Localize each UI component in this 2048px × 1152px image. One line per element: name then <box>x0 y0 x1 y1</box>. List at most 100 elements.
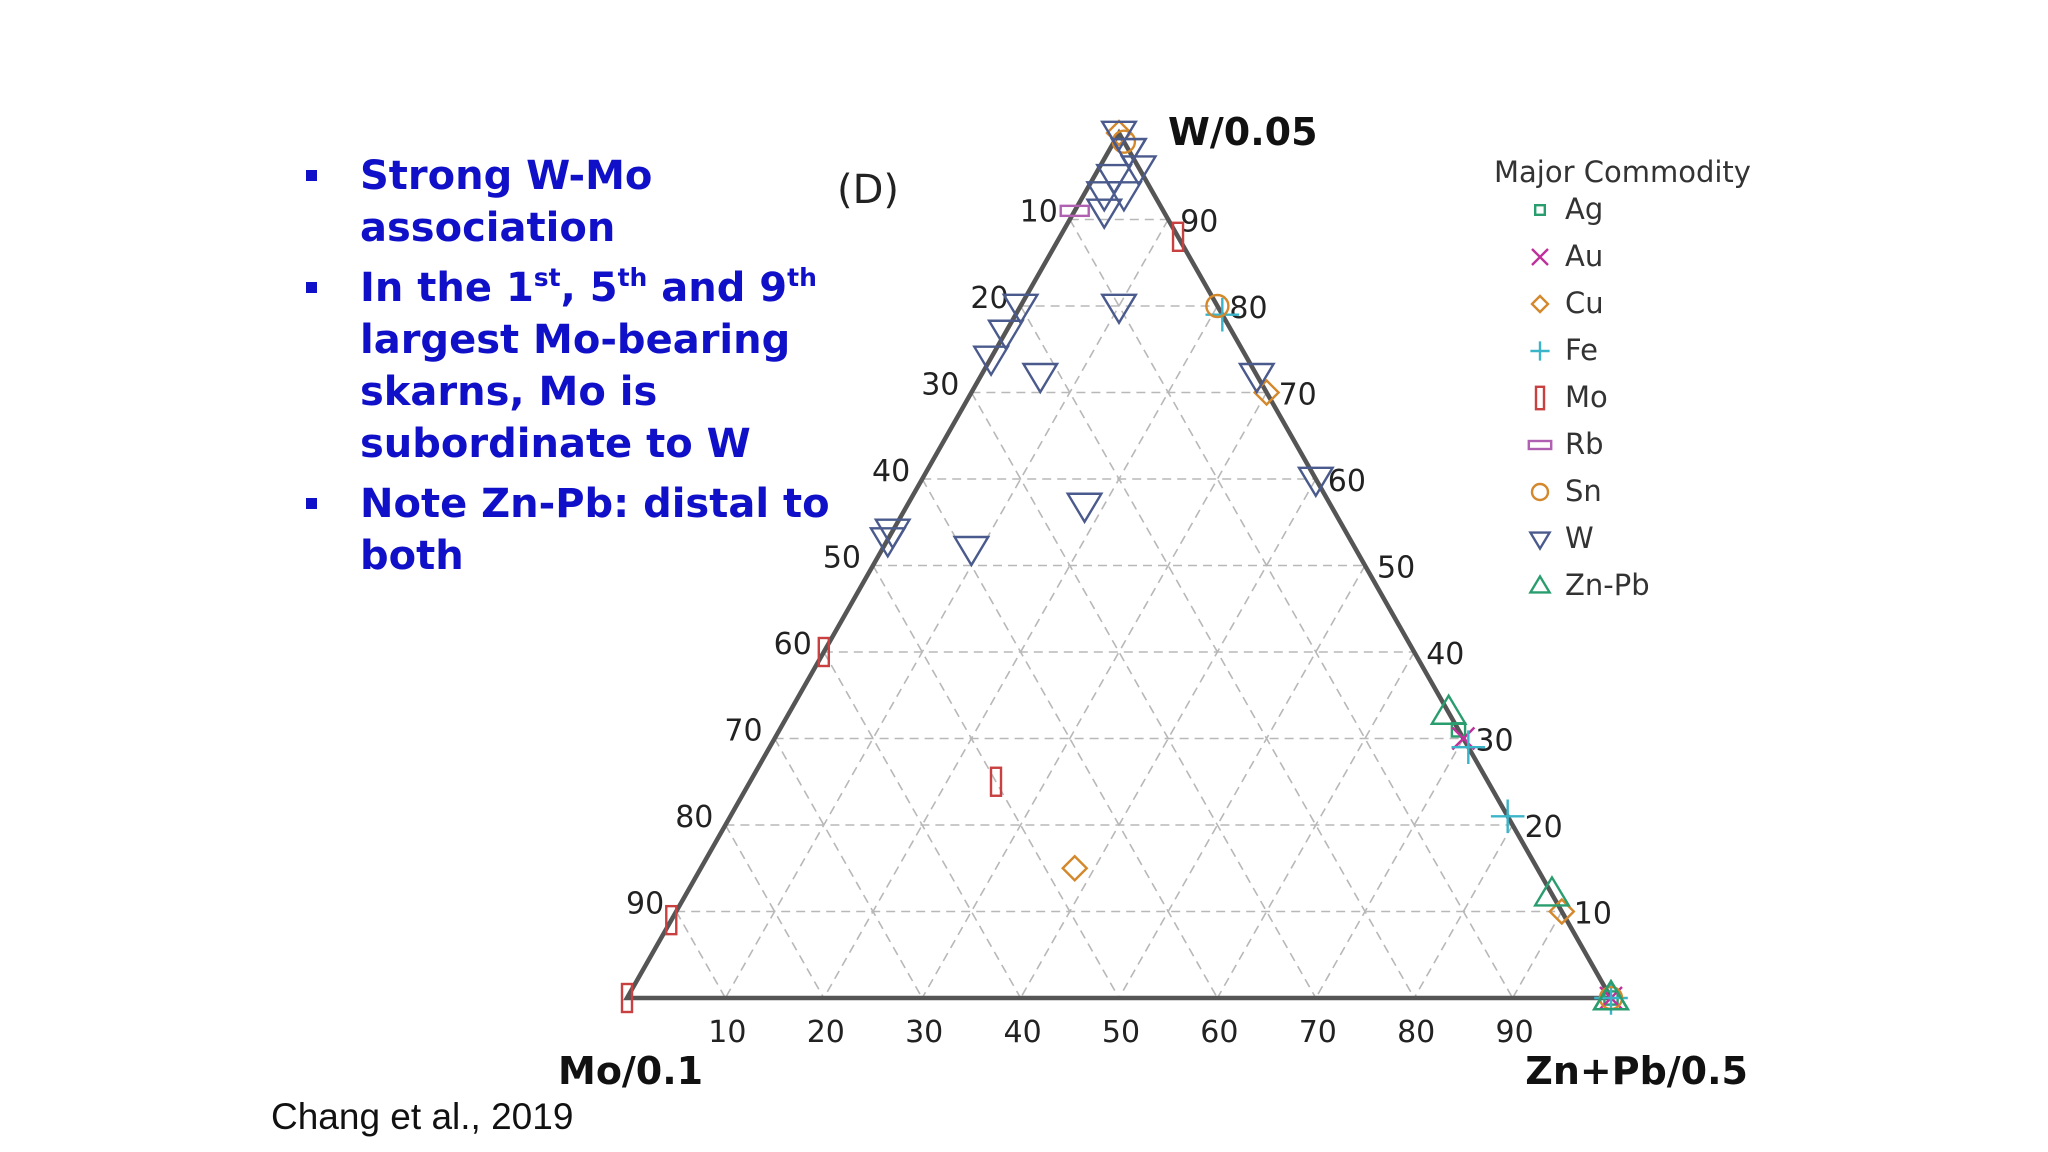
bullet-list: Strong W-Mo association In the 1st, 5th … <box>300 150 860 590</box>
legend-marker <box>1530 294 1550 314</box>
tick-label: 10 <box>1574 897 1612 932</box>
vertex-label-top: W/0.05 <box>1168 110 1318 154</box>
grid-line <box>823 651 1022 999</box>
bullet-item: Strong W-Mo association <box>300 150 860 254</box>
tick-label: 10 <box>708 1015 746 1050</box>
data-point-sn <box>1205 293 1230 319</box>
legend-label: Cu <box>1565 286 1604 320</box>
data-point-cu <box>1548 897 1576 926</box>
data-point-w <box>1296 466 1335 499</box>
data-point-w <box>1119 155 1158 187</box>
legend-marker <box>1527 439 1553 451</box>
grid-line <box>921 392 1268 999</box>
tick-label: 20 <box>1525 810 1563 845</box>
tick-label: 20 <box>807 1015 845 1050</box>
tick-label: 40 <box>1004 1015 1042 1050</box>
bullet-marker <box>306 282 317 293</box>
bullet-text: Strong W-Mo association <box>360 153 653 251</box>
data-point-zn-pb <box>1429 693 1468 725</box>
grid-line <box>724 219 1169 999</box>
tick-label: 80 <box>675 800 713 835</box>
data-point-w <box>1100 293 1138 326</box>
data-point-w <box>1065 492 1104 525</box>
tick-label: 90 <box>626 887 664 922</box>
tick-label: 70 <box>724 714 762 749</box>
data-point-mo <box>620 982 634 1014</box>
bullet-item: Note Zn-Pb: distal to both <box>300 478 860 582</box>
citation: Chang et al., 2019 <box>271 1096 574 1137</box>
data-point-mo <box>989 766 1003 797</box>
tick-label: 60 <box>774 627 812 662</box>
legend-marker <box>1533 203 1546 216</box>
grid-line <box>1216 651 1415 999</box>
grid-line <box>675 911 727 999</box>
data-point-mo <box>817 636 830 668</box>
data-point-cu <box>1061 854 1089 882</box>
legend-marker <box>1530 482 1550 502</box>
bullet-item: In the 1st, 5th and 9th largest Mo-beari… <box>300 262 860 470</box>
bullet-text: Note Zn-Pb: distal to both <box>360 481 830 579</box>
chart-points <box>620 119 1630 1015</box>
data-point-w <box>1237 362 1276 395</box>
data-point-w <box>1109 137 1148 170</box>
grid-line <box>1069 219 1514 999</box>
tick-label: 40 <box>872 454 910 489</box>
tick-label: 80 <box>1229 291 1267 326</box>
chart-grid <box>675 218 1563 999</box>
legend-marker <box>1534 385 1546 411</box>
grid-line <box>724 824 825 999</box>
legend-label: W <box>1565 521 1594 555</box>
data-point-w <box>1105 181 1143 213</box>
legend-label: Mo <box>1565 380 1608 414</box>
data-point-w <box>1021 362 1060 395</box>
tick-label: 60 <box>1200 1015 1238 1050</box>
grid-line <box>970 392 1317 999</box>
data-point-w <box>868 527 907 559</box>
legend-marker <box>1528 531 1552 551</box>
tick-label: 50 <box>823 541 861 576</box>
data-point-au <box>1451 726 1476 751</box>
vertex-label-left: Mo/0.1 <box>558 1049 703 1093</box>
data-point-cu <box>1105 119 1133 147</box>
data-point-fe <box>1451 730 1486 764</box>
chart-tick-labels: 10 20 30 40 50 60 70 80 90 90 80 70 60 50 40 30 20 10 10 20… <box>626 195 1612 1051</box>
tick-label: 30 <box>1475 724 1513 759</box>
tick-label: 30 <box>921 368 959 403</box>
tick-label: 50 <box>1102 1015 1140 1050</box>
grid-line <box>1118 565 1366 999</box>
legend-marker <box>1528 574 1552 594</box>
triangle-outline <box>623 128 1615 1001</box>
legend-marker <box>1531 248 1549 266</box>
data-point-zn-pb <box>1533 875 1571 907</box>
legend-label: Au <box>1565 239 1603 273</box>
tick-label: 20 <box>970 281 1008 316</box>
data-point-mo <box>665 904 678 936</box>
legend-label: Fe <box>1565 333 1598 367</box>
tick-label: 60 <box>1328 464 1366 499</box>
data-point-fe <box>1490 799 1525 834</box>
data-point-rb <box>1059 204 1090 218</box>
data-point-w <box>1085 198 1124 230</box>
legend-label: Rb <box>1565 427 1604 461</box>
data-point-w <box>952 535 991 568</box>
grid-line <box>773 738 923 999</box>
tick-label: 70 <box>1279 378 1317 413</box>
bullet-marker <box>306 498 317 509</box>
data-point-zn-pb <box>1592 978 1630 1011</box>
tick-label: 50 <box>1377 551 1415 586</box>
grid-line <box>1315 738 1465 999</box>
data-point-w <box>1100 120 1138 153</box>
data-point-w <box>1095 163 1133 196</box>
tick-label: 40 <box>1426 637 1464 672</box>
legend-title: Major Commodity <box>1494 155 1751 189</box>
data-point-w <box>1001 293 1040 326</box>
legend-label: Zn-Pb <box>1565 568 1650 602</box>
data-point-w <box>972 345 1010 378</box>
chart-axes <box>623 128 1615 1001</box>
tick-label: 70 <box>1299 1015 1337 1050</box>
grid-line <box>1511 911 1563 999</box>
data-point-w <box>986 319 1025 352</box>
tick-label: 90 <box>1180 205 1218 240</box>
legend-marker <box>1530 341 1550 361</box>
